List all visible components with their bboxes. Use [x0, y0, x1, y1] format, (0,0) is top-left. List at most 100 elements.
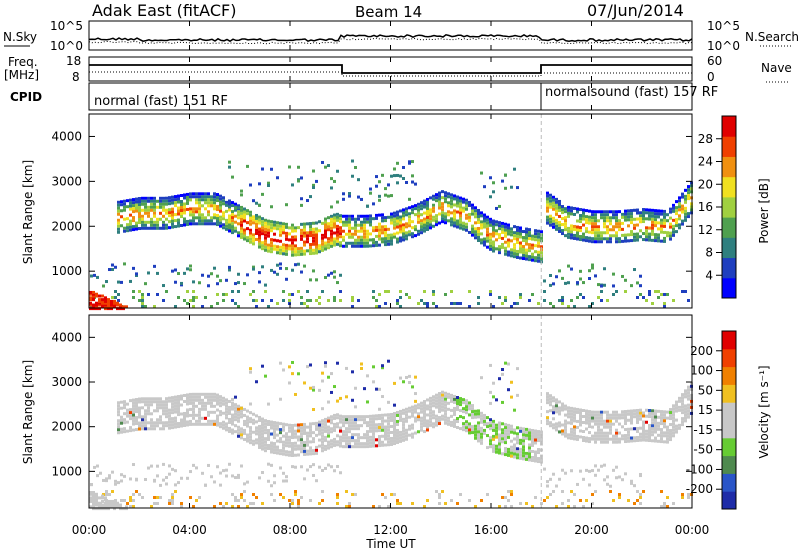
echo-cell [528, 434, 531, 438]
echo-cell [372, 238, 375, 242]
echo-cell [117, 212, 120, 216]
echo-cell [381, 443, 384, 447]
echo-cell [101, 499, 104, 503]
echo-cell [348, 502, 351, 505]
echo-cell [288, 499, 291, 502]
echo-cell [318, 250, 321, 254]
echo-cell [390, 194, 393, 198]
echo-cell [351, 244, 354, 248]
echo-cell [639, 284, 642, 288]
echo-cell [243, 207, 246, 211]
echo-cell [456, 420, 459, 424]
echo-cell [351, 296, 354, 299]
echo-cell [231, 210, 234, 214]
echo-cell [444, 409, 447, 413]
echo-cell [116, 501, 119, 505]
echo-cell [372, 226, 375, 230]
echo-cell [294, 493, 297, 496]
echo-cell [666, 231, 669, 235]
echo-cell [426, 200, 429, 204]
echo-cell [486, 434, 489, 438]
echo-cell [92, 494, 95, 498]
echo-cell [453, 302, 456, 305]
echo-cell [225, 278, 228, 282]
echo-cell [195, 210, 198, 214]
echo-cell [654, 418, 657, 422]
echo-cell [609, 219, 612, 223]
echo-cell [618, 431, 621, 435]
echo-cell [564, 422, 567, 426]
echo-cell [384, 443, 387, 447]
echo-cell [327, 222, 330, 226]
echo-cell [456, 302, 459, 305]
echo-cell [648, 409, 651, 413]
echo-cell [159, 427, 162, 431]
echo-cell [423, 223, 426, 227]
echo-cell [408, 374, 411, 378]
echo-cell [555, 401, 558, 405]
echo-cell [549, 424, 552, 428]
echo-cell [231, 407, 234, 411]
echo-cell [321, 425, 324, 429]
echo-cell [270, 441, 273, 445]
echo-cell [129, 414, 132, 418]
echo-cell [141, 302, 144, 305]
freq-tick-high: 18 [66, 54, 81, 68]
echo-cell [150, 220, 153, 224]
echo-cell [678, 214, 681, 218]
echo-cell [597, 237, 600, 241]
echo-cell [318, 438, 321, 442]
echo-cell [324, 217, 327, 221]
echo-cell [282, 449, 285, 453]
echo-cell [408, 381, 411, 385]
echo-cell [552, 408, 555, 412]
echo-cell [255, 216, 258, 220]
echo-cell [306, 249, 309, 253]
echo-cell [186, 302, 189, 305]
echo-cell [423, 403, 426, 407]
echo-cell [531, 428, 534, 432]
echo-cell [354, 439, 357, 443]
echo-cell [138, 299, 141, 302]
echo-cell [468, 212, 471, 216]
echo-cell [219, 410, 222, 414]
echo-cell [183, 420, 186, 424]
echo-cell [603, 422, 606, 426]
echo-cell [225, 416, 228, 420]
echo-cell [225, 410, 228, 414]
echo-cell [432, 410, 435, 414]
echo-cell [297, 505, 300, 508]
echo-cell [387, 239, 390, 243]
echo-cell [585, 412, 588, 416]
echo-cell [159, 205, 162, 209]
echo-cell [363, 238, 366, 242]
echo-cell [177, 296, 180, 299]
echo-cell [489, 195, 492, 199]
echo-cell [294, 441, 297, 445]
echo-cell [474, 221, 477, 225]
echo-cell [255, 441, 258, 445]
echo-cell [564, 207, 567, 211]
echo-cell [144, 403, 147, 407]
echo-cell [453, 209, 456, 213]
echo-cell [585, 468, 588, 472]
echo-cell [615, 416, 618, 420]
echo-cell [513, 408, 516, 412]
echo-cell [264, 440, 267, 444]
echo-cell [138, 415, 141, 419]
echo-cell [276, 424, 279, 428]
echo-cell [675, 427, 678, 431]
echo-cell [366, 374, 369, 378]
echo-cell [207, 463, 210, 467]
echo-cell [393, 418, 396, 422]
echo-cell [462, 224, 465, 228]
echo-cell [110, 299, 113, 303]
echo-cell [276, 176, 279, 180]
echo-cell [549, 302, 552, 305]
echo-cell [549, 220, 552, 224]
echo-cell [252, 236, 255, 240]
echo-cell [309, 246, 312, 250]
echo-cell [186, 476, 189, 480]
echo-cell [174, 201, 177, 205]
echo-cell [564, 219, 567, 223]
